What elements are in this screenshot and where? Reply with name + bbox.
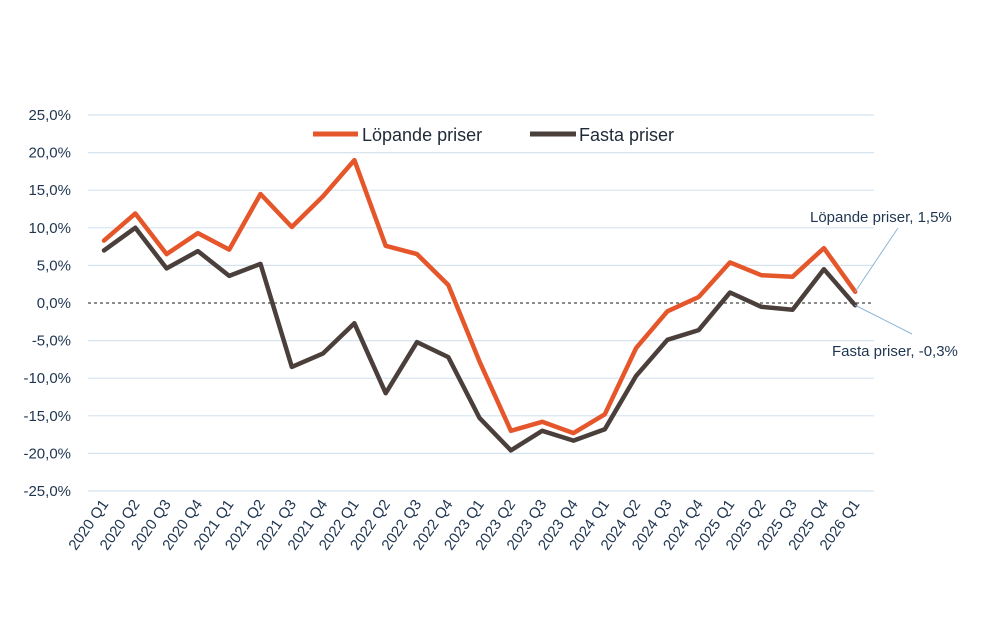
series-line-lopande <box>101 157 858 436</box>
annotation-leader-fasta <box>854 304 913 335</box>
annotation-label-fasta: Fasta priser, -0,3% <box>832 343 958 360</box>
y-tick-label: 25,0% <box>28 107 71 124</box>
annotations: Löpande priser, 1,5% Fasta priser, -0,3% <box>810 209 958 360</box>
y-tick-label: -20,0% <box>23 445 71 462</box>
legend-item-lopande: Löpande priser <box>313 125 482 145</box>
y-tick-label: -5,0% <box>32 333 71 350</box>
series-line-fasta <box>101 225 858 453</box>
series-group <box>101 157 858 453</box>
y-tick-label: 15,0% <box>28 182 71 199</box>
y-tick-label: 20,0% <box>28 145 71 162</box>
y-axis: 25,0% 20,0% 15,0% 10,0% 5,0% 0,0% -5,0% -10,0% -… <box>23 107 71 500</box>
legend-label-lopande: Löpande priser <box>362 125 482 145</box>
legend: Löpande priser Fasta priser <box>313 125 674 145</box>
y-tick-label: 0,0% <box>37 295 71 312</box>
annotation-label-lopande: Löpande priser, 1,5% <box>810 209 952 226</box>
grid-lines <box>88 114 874 492</box>
legend-label-fasta: Fasta priser <box>579 125 674 145</box>
y-tick-label: -10,0% <box>23 370 71 387</box>
y-tick-label: 10,0% <box>28 220 71 237</box>
y-tick-label: 5,0% <box>37 257 71 274</box>
y-tick-label: -25,0% <box>23 483 71 500</box>
legend-item-fasta: Fasta priser <box>530 125 674 145</box>
annotation-leader-lopande <box>854 227 899 292</box>
y-tick-label: -15,0% <box>23 408 71 425</box>
